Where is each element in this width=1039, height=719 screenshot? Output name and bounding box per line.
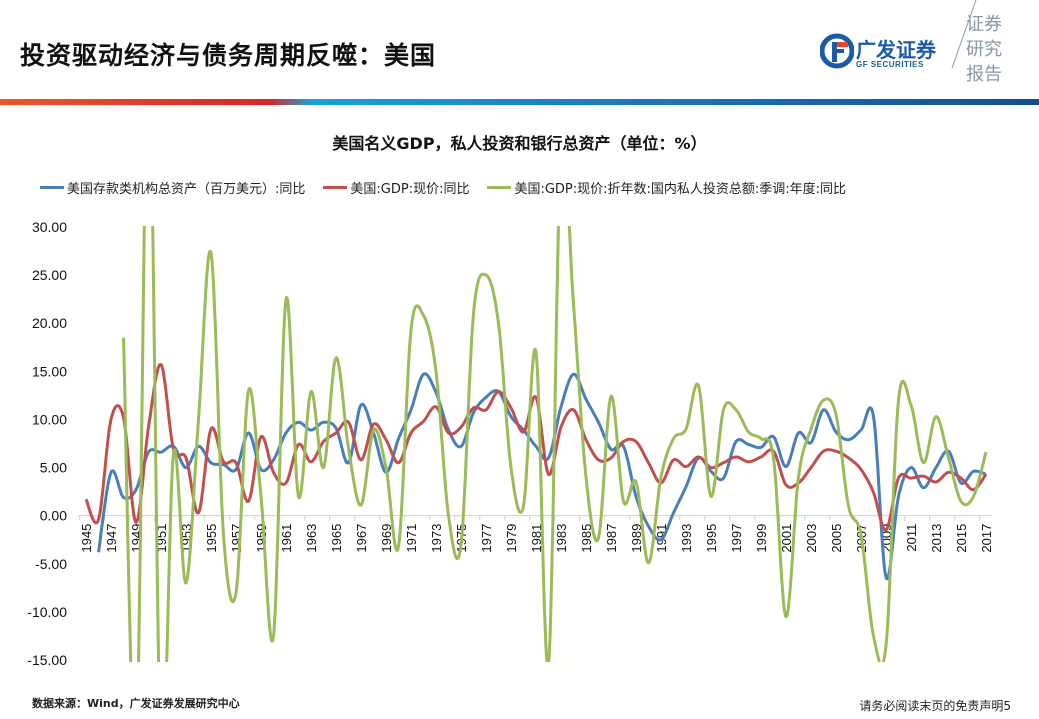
- x-tick-label: 1999: [754, 524, 769, 553]
- series-line-2: [122, 225, 988, 664]
- x-tick-label: 1995: [704, 524, 719, 553]
- x-tick-label: 1985: [579, 524, 594, 553]
- legend-label: 美国:GDP:现价:同比: [350, 182, 470, 197]
- logo-text-cn: 广发证券: [856, 38, 936, 62]
- legend-swatch: [487, 186, 512, 189]
- x-tick-label: 2005: [829, 524, 844, 553]
- disclaimer-text: 请务必阅读末页的免责声明: [859, 699, 1004, 713]
- report-tag-line: 研究: [966, 39, 1002, 60]
- divider-slash: [951, 0, 977, 69]
- x-tick-label: 1969: [379, 524, 394, 553]
- report-tag: 证券 研究 报告: [966, 12, 1016, 87]
- y-tick-label: 20.00: [32, 315, 67, 331]
- x-tick-label: 2003: [804, 524, 819, 553]
- disclaimer: 请务必阅读末页的免责声明5: [859, 697, 1011, 714]
- x-tick-label: 2017: [979, 524, 994, 553]
- x-tick-label: 2011: [904, 524, 919, 552]
- legend-item-bank-assets: 美国存款类机构总资产（百万美元）:同比: [40, 178, 305, 197]
- header-color-band: [0, 99, 1039, 105]
- y-tick-label: 5.00: [40, 460, 67, 476]
- logo-text-en: GF SECURITIES: [856, 60, 924, 69]
- x-tick-label: 1963: [304, 524, 319, 553]
- x-tick-label: 1959: [254, 524, 269, 553]
- y-tick-label: -5.00: [35, 556, 67, 572]
- x-tick-label: 1973: [429, 524, 444, 553]
- legend-swatch: [323, 186, 348, 189]
- x-tick-label: 1965: [329, 524, 344, 553]
- y-tick-label: 30.00: [32, 219, 67, 235]
- x-tick-label: 1961: [279, 524, 294, 553]
- series-line-1: [84, 362, 988, 532]
- report-tag-line: 证券: [966, 14, 1002, 35]
- x-tick-label: 1989: [629, 524, 644, 553]
- y-tick-label: 0.00: [40, 508, 67, 524]
- x-tick-label: 1971: [404, 524, 419, 553]
- x-tick-label: 2001: [779, 524, 794, 553]
- legend-item-private-investment: 美国:GDP:现价:折年数:国内私人投资总额:季调:年度:同比: [487, 178, 846, 197]
- y-tick-label: 25.00: [32, 267, 67, 283]
- y-tick-label: -15.00: [27, 652, 67, 668]
- gf-securities-logo: 广发证券 GF SECURITIES: [819, 32, 950, 72]
- y-tick-label: 15.00: [32, 363, 67, 379]
- y-tick-label: -10.00: [27, 604, 67, 620]
- legend-swatch: [40, 186, 64, 189]
- x-tick-label: 2015: [954, 524, 969, 553]
- legend-item-nominal-gdp: 美国:GDP:现价:同比: [323, 178, 469, 197]
- x-tick-label: 1983: [554, 524, 569, 553]
- page-title: 投资驱动经济与债务周期反噬：美国: [20, 41, 437, 70]
- x-tick-label: 1987: [604, 524, 619, 553]
- data-source: 数据来源：Wind，广发证券发展研究中心: [32, 697, 240, 710]
- y-tick-label: 10.00: [32, 411, 67, 427]
- x-tick-label: 1967: [354, 524, 369, 553]
- report-tag-line: 报告: [966, 64, 1002, 85]
- page-number: 5: [1003, 699, 1011, 713]
- chart-title: 美国名义GDP，私人投资和银行总资产（单位：%）: [332, 134, 707, 153]
- x-tick-label: 2013: [929, 524, 944, 553]
- x-tick-label: 1955: [204, 524, 219, 553]
- x-tick-label: 1979: [504, 524, 519, 553]
- legend-label: 美国存款类机构总资产（百万美元）:同比: [67, 182, 306, 197]
- gf-logo-icon: [819, 33, 855, 69]
- x-tick-label: 1947: [104, 524, 119, 553]
- chart-legend: 美国存款类机构总资产（百万美元）:同比 美国:GDP:现价:同比 美国:GDP:…: [40, 178, 846, 197]
- x-tick-label: 1997: [729, 524, 744, 553]
- x-tick-label: 1977: [479, 524, 494, 553]
- x-tick-label: 1945: [79, 524, 94, 553]
- legend-label: 美国:GDP:现价:折年数:国内私人投资总额:季调:年度:同比: [514, 182, 847, 197]
- x-tick-label: 1981: [529, 524, 544, 553]
- x-tick-label: 1993: [679, 524, 694, 553]
